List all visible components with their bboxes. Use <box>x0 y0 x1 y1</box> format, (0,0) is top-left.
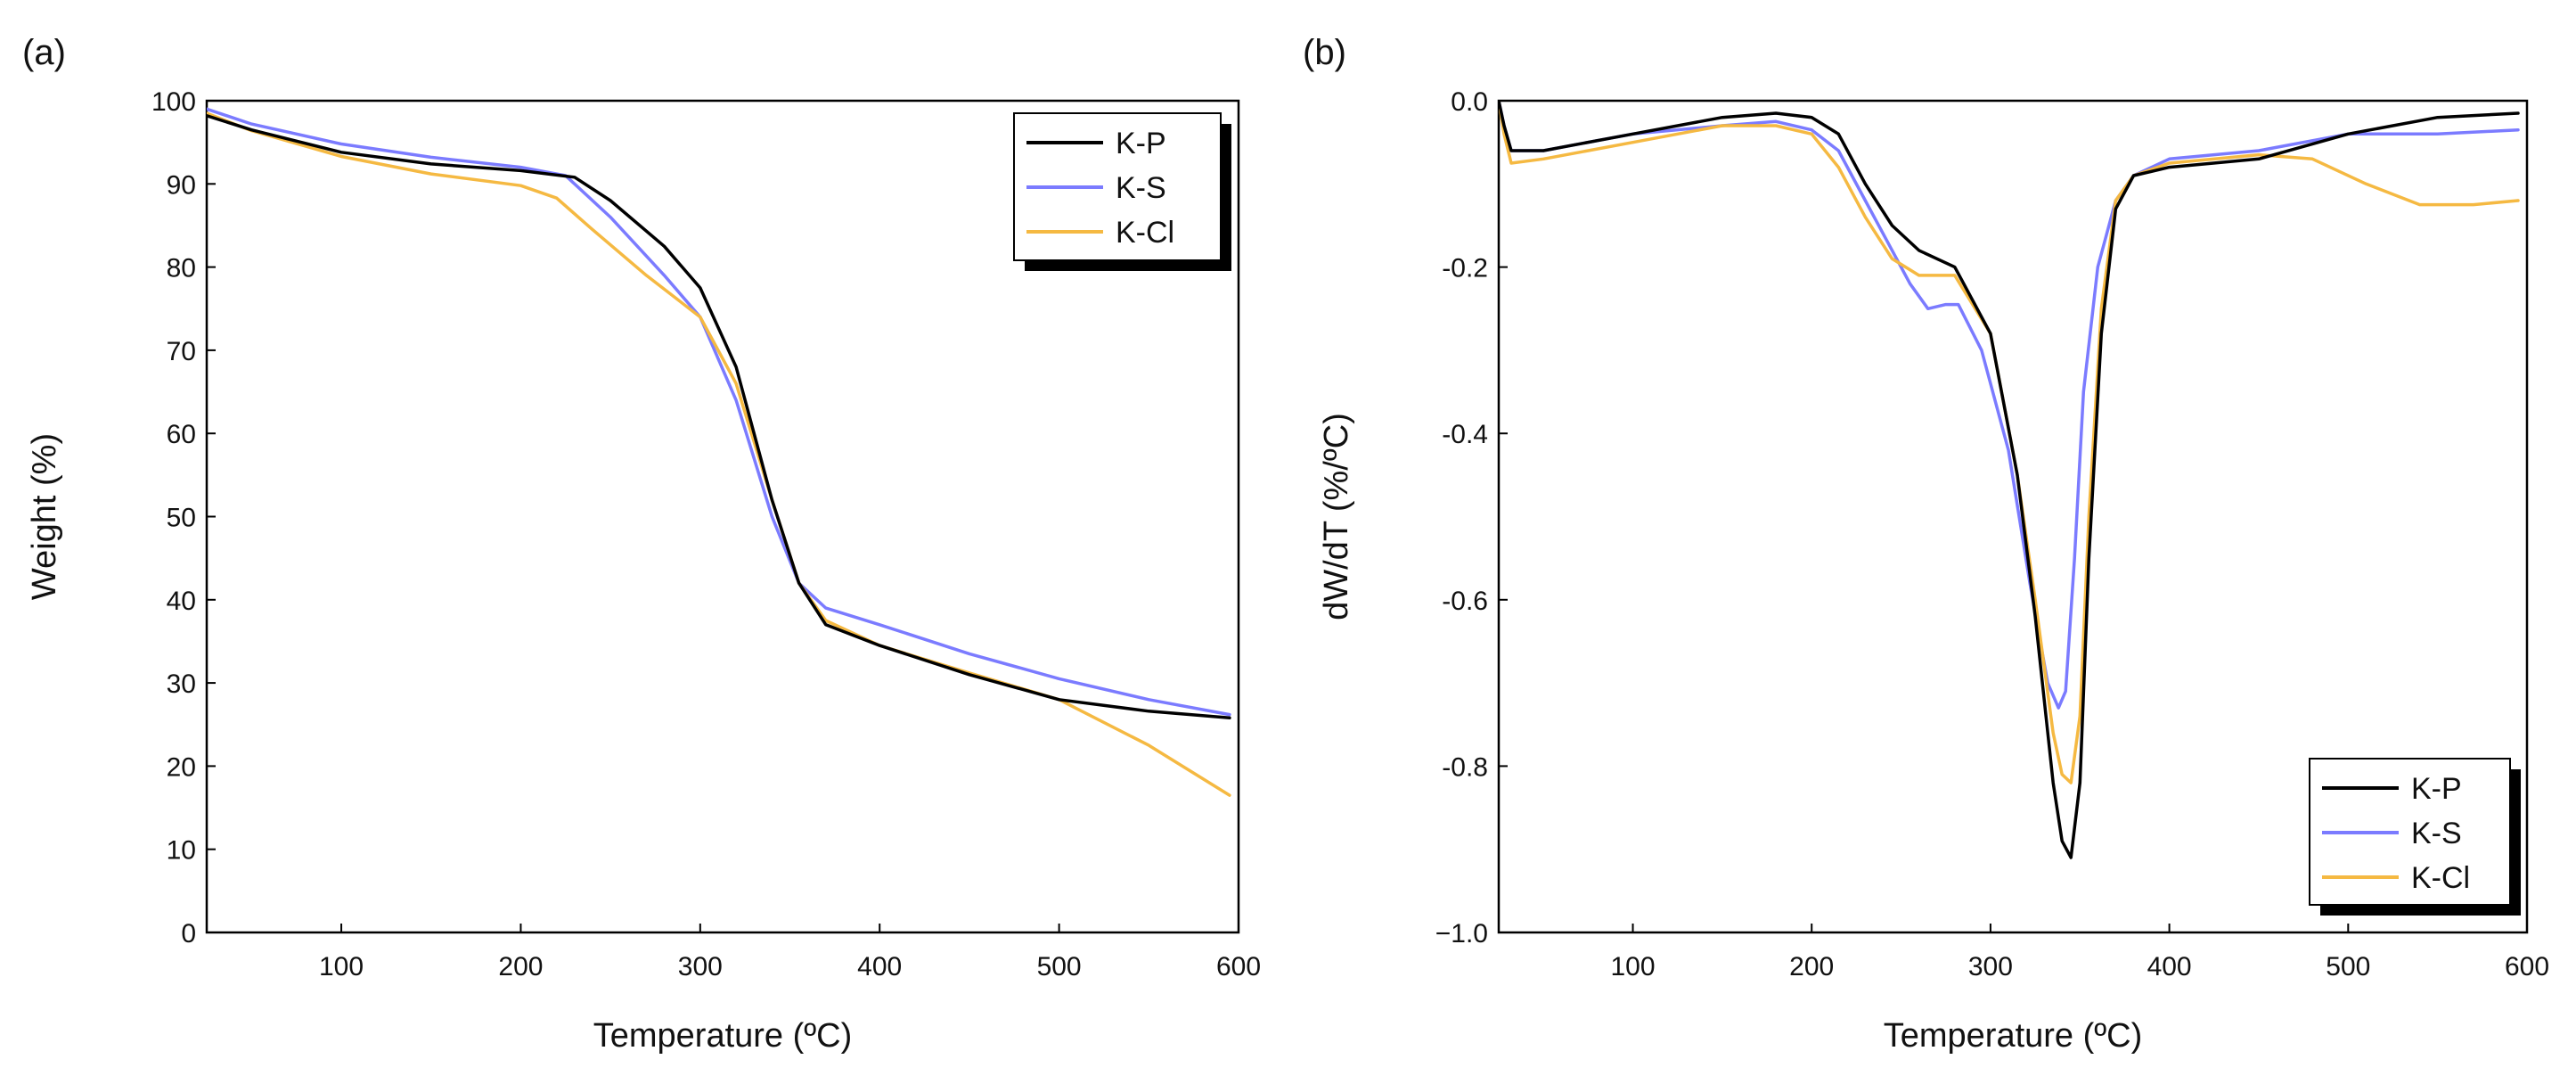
y-axis-title: Weight (%) <box>26 433 63 600</box>
y-tick-label: -0.8 <box>1442 752 1488 782</box>
y-tick-label: -0.2 <box>1442 254 1488 283</box>
x-tick-label: 300 <box>1968 952 2013 981</box>
series-line-k-s <box>207 107 1231 717</box>
legend-label: K-S <box>2411 817 2462 850</box>
x-tick-label: 600 <box>1216 952 1261 981</box>
x-tick-label: 100 <box>1610 952 1655 981</box>
y-tick-label: 30 <box>167 669 196 699</box>
panel-a: (a) 100 200 300 400 500 600 0 10 20 30 40 50 60 70 80 90… <box>22 33 1261 1055</box>
series-line-k-cl <box>1499 101 2520 784</box>
y-tick-label: 0.0 <box>1451 87 1488 117</box>
legend-label: K-P <box>1116 127 1166 160</box>
x-axis-title: Temperature (ºC) <box>593 1017 853 1055</box>
y-tick-label: -0.4 <box>1442 420 1488 449</box>
x-tick-label: 600 <box>2505 952 2549 981</box>
x-tick-label: 400 <box>857 952 902 981</box>
y-axis-title: dW/dT (%/ºC) <box>1318 413 1355 620</box>
x-tick-label: 500 <box>2326 952 2370 981</box>
legend-label: K-Cl <box>2411 861 2470 895</box>
y-tick-label: 90 <box>167 170 196 200</box>
panel-label: (a) <box>22 33 66 72</box>
y-tick-label: 40 <box>167 587 196 616</box>
y-tick-label: 10 <box>167 836 196 866</box>
x-tick-label: 300 <box>678 952 723 981</box>
y-tick-label: 20 <box>167 752 196 782</box>
legend-label: K-S <box>1116 171 1166 205</box>
series-line-k-p <box>1499 101 2520 859</box>
x-tick-label: 100 <box>319 952 364 981</box>
x-tick-label: 400 <box>2147 952 2192 981</box>
plot-frame <box>1497 99 2529 934</box>
y-tick-label: 80 <box>167 254 196 283</box>
series-line-k-s <box>1499 101 2520 710</box>
x-axis-title: Temperature (ºC) <box>1884 1017 2143 1055</box>
y-tick-label: −1.0 <box>1435 919 1488 948</box>
legend-label: K-Cl <box>1116 216 1174 250</box>
y-tick-label: 60 <box>167 420 196 449</box>
panel-label: (b) <box>1303 33 1346 72</box>
series-line-k-p <box>207 114 1231 720</box>
legend-label: K-P <box>2411 772 2462 806</box>
y-tick-label: 100 <box>151 87 196 117</box>
y-tick-label: 0 <box>181 919 196 948</box>
x-tick-label: 200 <box>498 952 543 981</box>
y-tick-label: 50 <box>167 504 196 533</box>
y-tick-label: 70 <box>167 337 196 366</box>
y-tick-label: -0.6 <box>1442 587 1488 616</box>
x-tick-label: 200 <box>1789 952 1834 981</box>
x-tick-label: 500 <box>1037 952 1082 981</box>
panel-b: (b) 100 200 300 400 500 600 0.0 -0.2 -0.4 -0.6 -0.8… <box>1303 33 2549 1055</box>
